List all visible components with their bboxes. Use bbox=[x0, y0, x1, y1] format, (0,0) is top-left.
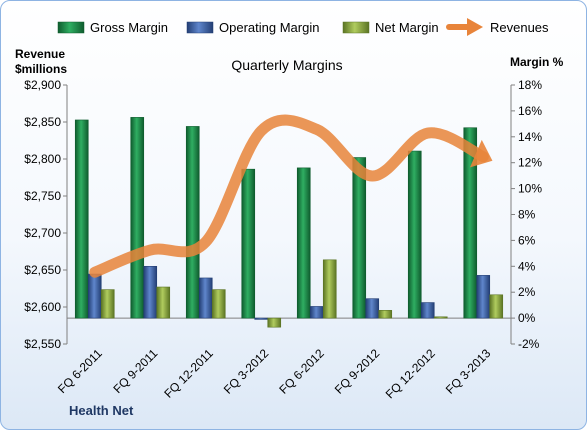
revenues-point-fq-3-2012 bbox=[260, 130, 262, 132]
right-axis-title: Margin % bbox=[510, 55, 564, 69]
left-tick-label: $2,750 bbox=[24, 189, 61, 203]
right-tick-label: 14% bbox=[518, 130, 542, 144]
bar-net-margin-fq-3-2012 bbox=[267, 317, 282, 328]
bar-net-margin-fq-9-2012 bbox=[378, 310, 393, 319]
legend-swatch-operating-margin bbox=[186, 21, 214, 34]
legend-label-operating-margin: Operating Margin bbox=[219, 20, 319, 35]
left-tick-label: $2,650 bbox=[24, 263, 61, 277]
bar-operating-margin-fq-6-2012 bbox=[309, 306, 324, 319]
x-label-fq-9-2011: FQ 9-2011 bbox=[111, 346, 161, 396]
footer-company-name: Health Net bbox=[69, 403, 134, 418]
bar-gross-margin-fq-12-2012 bbox=[407, 150, 422, 319]
bar-gross-margin-fq-9-2012 bbox=[352, 157, 367, 319]
left-tick-label: $2,850 bbox=[24, 115, 61, 129]
legend-swatch-gross-margin bbox=[57, 21, 85, 34]
x-label-fq-12-2011: FQ 12-2011 bbox=[161, 346, 216, 401]
left-tick-label: $2,800 bbox=[24, 152, 61, 166]
bar-net-margin-fq-6-2011 bbox=[100, 289, 115, 319]
right-tick-label: 12% bbox=[518, 156, 542, 170]
bar-operating-margin-fq-9-2012 bbox=[365, 298, 380, 319]
right-tick-label: 16% bbox=[518, 104, 542, 118]
bar-gross-margin-fq-9-2011 bbox=[130, 117, 145, 319]
bar-operating-margin-fq-3-2013 bbox=[476, 275, 491, 319]
legend: Gross Margin Operating Margin Net Margin… bbox=[57, 18, 549, 36]
right-tick-label: 2% bbox=[518, 285, 536, 299]
right-tick-label: 6% bbox=[518, 233, 536, 247]
left-axis-title-line2: $millions bbox=[15, 62, 67, 76]
left-tick-label: $2,550 bbox=[24, 337, 61, 351]
revenues-point-fq-9-2012 bbox=[371, 175, 373, 177]
right-tick-label: 18% bbox=[518, 78, 542, 92]
revenues-point-fq-6-2011 bbox=[94, 271, 96, 273]
x-label-fq-6-2012: FQ 6-2012 bbox=[276, 346, 327, 397]
x-label-fq-3-2013: FQ 3-2013 bbox=[443, 346, 494, 397]
bar-gross-margin-fq-3-2013 bbox=[463, 127, 478, 319]
x-label-fq-12-2012: FQ 12-2012 bbox=[383, 346, 438, 401]
left-axis-title-line1: Revenue bbox=[15, 47, 65, 61]
legend-swatch-net-margin bbox=[342, 21, 370, 34]
bar-net-margin-fq-9-2011 bbox=[156, 286, 171, 319]
bar-net-margin-fq-6-2012 bbox=[322, 259, 337, 319]
bars bbox=[74, 117, 504, 328]
revenues-line bbox=[89, 114, 489, 278]
legend-label-gross-margin: Gross Margin bbox=[90, 20, 168, 35]
revenues-point-fq-9-2011 bbox=[149, 249, 151, 251]
bar-net-margin-fq-3-2013 bbox=[489, 294, 504, 319]
x-label-fq-6-2011: FQ 6-2011 bbox=[55, 346, 105, 396]
revenues-point-fq-6-2012 bbox=[316, 128, 318, 130]
left-tick-label: $2,900 bbox=[24, 78, 61, 92]
bar-net-margin-fq-12-2012 bbox=[433, 316, 448, 319]
bar-gross-margin-fq-12-2011 bbox=[185, 126, 200, 319]
right-tick-label: 0% bbox=[518, 311, 536, 325]
bar-operating-margin-fq-12-2012 bbox=[420, 302, 435, 319]
bar-operating-margin-fq-12-2011 bbox=[198, 277, 213, 319]
bar-operating-margin-fq-3-2012 bbox=[254, 317, 269, 320]
bar-operating-margin-fq-6-2011 bbox=[87, 273, 102, 319]
legend-label-revenues: Revenues bbox=[490, 20, 549, 35]
bar-gross-margin-fq-6-2012 bbox=[296, 167, 311, 319]
chart-title: Quarterly Margins bbox=[231, 57, 342, 73]
legend-swatch-revenues bbox=[446, 18, 483, 36]
revenues-point-fq-12-2012 bbox=[427, 132, 429, 134]
right-tick-label: -2% bbox=[518, 337, 540, 351]
bar-gross-margin-fq-3-2012 bbox=[241, 168, 256, 319]
x-label-fq-9-2012: FQ 9-2012 bbox=[332, 346, 383, 397]
revenues-point-fq-3-2013 bbox=[482, 156, 484, 158]
x-label-fq-3-2012: FQ 3-2012 bbox=[221, 346, 272, 397]
x-axis-labels: FQ 6-2011 FQ 9-2011 FQ 12-2011 FQ 3-2012 FQ … bbox=[55, 346, 494, 401]
revenues-line-arrowhead bbox=[470, 139, 493, 168]
right-tick-label: 8% bbox=[518, 208, 536, 222]
right-tick-label: 10% bbox=[518, 182, 542, 196]
bar-operating-margin-fq-9-2011 bbox=[143, 265, 158, 319]
left-tick-label: $2,700 bbox=[24, 226, 61, 240]
right-tick-label: 4% bbox=[518, 259, 536, 273]
bar-gross-margin-fq-6-2011 bbox=[74, 119, 89, 319]
revenue-line-group bbox=[89, 114, 493, 278]
left-tick-label: $2,600 bbox=[24, 300, 61, 314]
revenues-point-fq-12-2011 bbox=[205, 241, 207, 243]
legend-label-net-margin: Net Margin bbox=[375, 20, 439, 35]
bar-net-margin-fq-12-2011 bbox=[211, 289, 226, 319]
axes: $2,550 $2,600 $2,650 $2,700 $2,750 $2,800 $2,8… bbox=[24, 78, 542, 351]
